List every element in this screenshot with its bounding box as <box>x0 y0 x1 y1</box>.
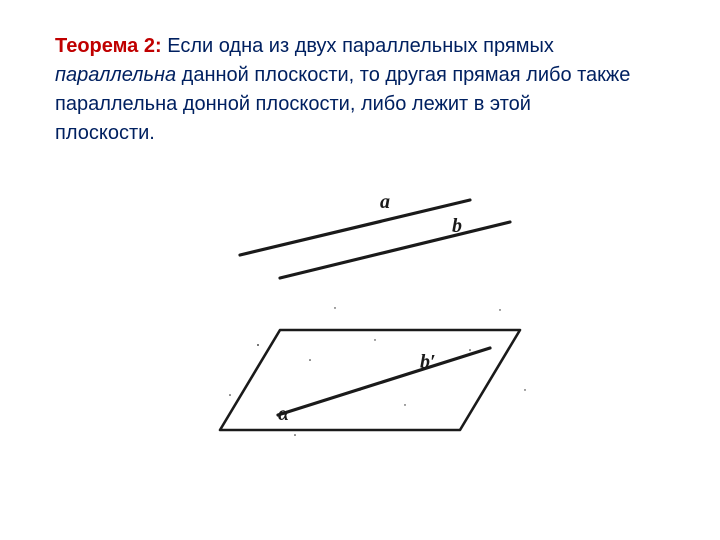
noise-dot <box>257 344 259 346</box>
noise-dot <box>499 309 500 310</box>
noise-dot <box>309 359 311 361</box>
label-line-b_prime: b′ <box>420 351 436 373</box>
theorem-body-part1: Если одна из двух параллельных прямых <box>167 35 554 57</box>
page-root: Теорема 2: Если одна из двух параллельны… <box>0 0 720 540</box>
theorem-italic-word: параллельна <box>55 64 176 86</box>
noise-dot <box>294 434 296 436</box>
geometry-diagram: a b b′ α <box>160 190 560 470</box>
theorem-label: Теорема 2: <box>55 35 162 57</box>
diagram-svg: a b b′ α <box>160 190 560 470</box>
plane-alpha <box>220 330 520 430</box>
label-line-a: a <box>380 191 390 213</box>
theorem-text-block: Теорема 2: Если одна из двух параллельны… <box>55 32 635 148</box>
line-a <box>240 200 470 255</box>
noise-dot <box>524 389 525 390</box>
noise-dot <box>229 394 231 396</box>
label-plane-alpha: α <box>278 403 290 425</box>
noise-dot <box>469 349 471 351</box>
noise-dot <box>334 307 335 308</box>
line-b <box>280 222 510 278</box>
line-b_prime <box>278 348 490 415</box>
noise-dot <box>404 404 405 405</box>
label-line-b: b <box>452 215 462 237</box>
noise-dot <box>374 339 375 340</box>
